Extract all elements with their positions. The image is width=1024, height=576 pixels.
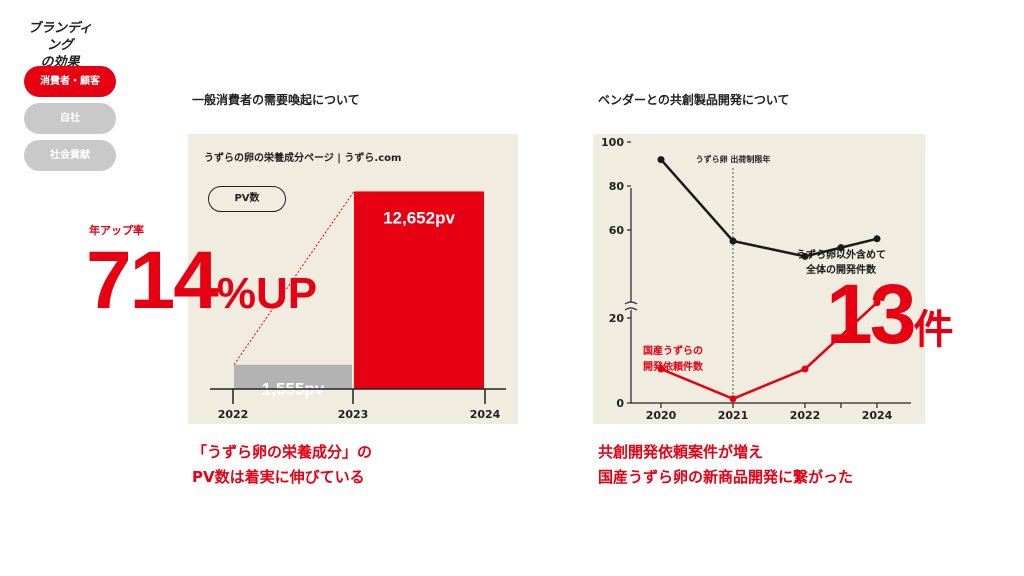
series-0-point-2024 [873,235,881,243]
y-tick-label-0: 0 [616,397,624,410]
series-label-total-line1: うずら卵以外含めて [796,248,886,261]
development-line-chart: うずら卵 出荷制限年 0 20 60 80 100 2020 2021 2022 2024 う… [601,136,911,422]
y-tick-label-20: 20 [609,312,625,325]
x-tick-label-2022: 2022 [790,409,821,422]
series-label-total-line2: 全体の開発件数 [805,263,877,276]
right-caption-line1: 共創開発依頼案件が増え [598,443,764,461]
series-label-domestic-line1: 国産うずらの [643,344,703,357]
pv-bar-chart: 1,555pv 12,652pv 2022 2023 2024 [210,191,506,421]
series-0-point-2021 [729,237,737,245]
x-tick-label-2020: 2020 [646,409,677,422]
x-tick-label-2021: 2021 [718,409,749,422]
series-1-point-2022 [801,365,809,373]
left-caption-line1: 「うずら卵の栄養成分」の [192,443,373,461]
x-tick-label-2022: 2022 [218,408,249,421]
annual-rate-unit: %UP [216,269,318,318]
nav-button-company[interactable]: 自社 [24,103,116,134]
series-0-point-2023 [837,244,845,252]
brand-title: ブランディング の効果 [22,20,98,71]
right-section-heading: ベンダーとの共創製品開発について [598,93,790,107]
x-tick-label-2023: 2023 [338,408,369,421]
development-count-number: 13 [826,267,916,361]
development-chart-panel: うずら卵 出荷制限年 0 20 60 80 100 2020 2021 2022 2024 う… [593,134,925,424]
x-tick-label-2024: 2024 [862,409,893,422]
pv-count-pill: PV数 [208,186,286,212]
left-section-heading: 一般消費者の需要喚起について [192,93,360,107]
series-0-point-2020 [657,156,665,164]
annual-rate-number: 714 [86,235,219,326]
series-1-point-2020 [657,365,665,373]
side-nav: 消費者・顧客 自社 社会貢献 [24,66,116,177]
bar-2023-2024 [354,191,484,389]
pv-chart-panel: うずらの卵の栄養成分ページ | うずら.com PV数 1,555pv 12,6… [188,134,518,424]
nav-button-consumer[interactable]: 消費者・顧客 [24,66,116,97]
series-line-domestic-quail [660,301,878,401]
series-1-point-2024 [873,299,881,307]
annual-rate-value: 714%UP [86,236,317,326]
pv-chart-title: うずらの卵の栄養成分ページ | うずら.com [204,153,402,164]
annotation-label: うずら卵 出荷制限年 [696,154,771,164]
nav-button-social[interactable]: 社会貢献 [24,140,116,171]
bar-2022-2023 [234,364,352,389]
brand-title-line1: ブランディング [27,21,93,53]
development-count-unit: 件 [913,308,954,352]
series-label-domestic-line2: 開発依頼件数 [643,360,704,373]
y-tick-label-100: 100 [601,136,624,149]
right-caption: 共創開発依頼案件が増え 国産うずら卵の新商品開発に繋がった [598,440,853,490]
bar-label-2023-2024: 12,652pv [383,208,455,227]
connector-line [233,191,355,366]
right-caption-line2: 国産うずら卵の新商品開発に繋がった [598,468,854,486]
y-axis-break-mark [624,301,638,311]
y-tick-label-60: 60 [609,224,625,237]
series-1-point-2021 [729,395,737,403]
annual-rate-label: 年アップ率 [89,224,144,237]
development-count-value: 13件 [826,268,953,360]
series-0-point-2022 [801,252,809,260]
y-tick-label-80: 80 [609,180,625,193]
left-caption-line2: PV数は着実に伸びている [192,468,365,486]
left-caption: 「うずら卵の栄養成分」の PV数は着実に伸びている [192,440,372,490]
x-tick-label-2024: 2024 [470,408,501,421]
series-line-total [660,158,878,258]
